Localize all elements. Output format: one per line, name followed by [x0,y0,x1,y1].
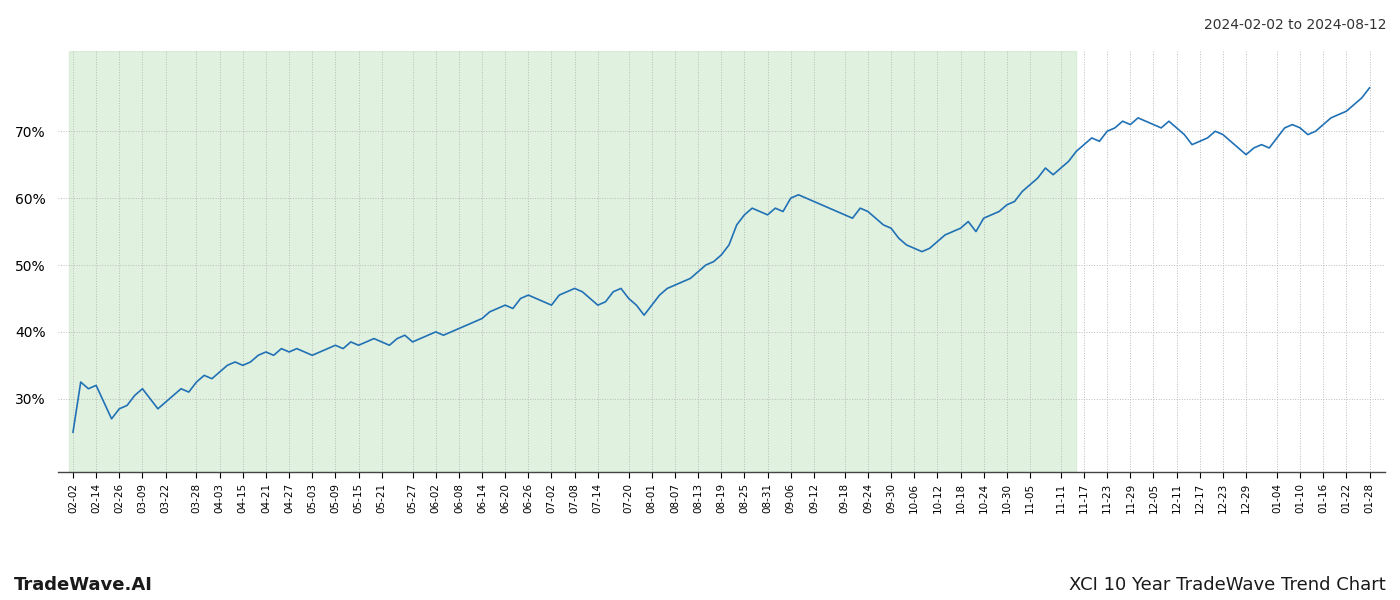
Bar [69,51,1077,472]
Text: 2024-02-02 to 2024-08-12: 2024-02-02 to 2024-08-12 [1204,18,1386,32]
Text: TradeWave.AI: TradeWave.AI [14,576,153,594]
Text: XCI 10 Year TradeWave Trend Chart: XCI 10 Year TradeWave Trend Chart [1070,576,1386,594]
